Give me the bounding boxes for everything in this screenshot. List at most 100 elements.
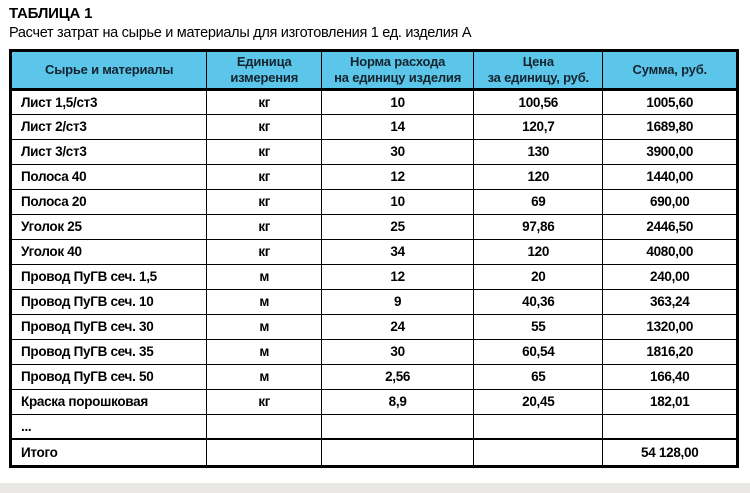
table-cell: 166,40 bbox=[602, 363, 738, 390]
table-cell: 120,7 bbox=[473, 113, 604, 140]
table-cell: м bbox=[206, 313, 323, 340]
table-cell: 12 bbox=[321, 163, 475, 190]
table-cell: Краска порошковая bbox=[9, 388, 208, 415]
table-cell: 55 bbox=[473, 313, 604, 340]
table-cell: 690,00 bbox=[602, 188, 738, 215]
table-cell: 130 bbox=[473, 138, 604, 165]
table-cell: 8,9 bbox=[321, 388, 475, 415]
table-title: ТАБЛИЦА 1 bbox=[9, 5, 93, 22]
total-label: Итого bbox=[9, 438, 208, 467]
table-cell: 30 bbox=[321, 338, 475, 365]
table-cell: 363,24 bbox=[602, 288, 738, 315]
table-cell: 9 bbox=[321, 288, 475, 315]
table-cell: Провод ПуГВ сеч. 1,5 bbox=[9, 263, 208, 290]
table-cell: 40,36 bbox=[473, 288, 604, 315]
table-cell: Лист 3/ст3 bbox=[9, 138, 208, 165]
table-cell: 10 bbox=[321, 188, 475, 215]
table-cell: 14 bbox=[321, 113, 475, 140]
table-cell bbox=[473, 413, 604, 440]
table-cell: Полоса 20 bbox=[9, 188, 208, 215]
table-cell bbox=[206, 413, 323, 440]
table-cell: Уголок 40 bbox=[9, 238, 208, 265]
table-cell: Провод ПуГВ сеч. 10 bbox=[9, 288, 208, 315]
table-cell: Провод ПуГВ сеч. 50 bbox=[9, 363, 208, 390]
table-row: Провод ПуГВ сеч. 50 м 2,56 65 166,40 bbox=[9, 363, 738, 390]
table-cell: 100,56 bbox=[473, 88, 604, 115]
table-cell: м bbox=[206, 338, 323, 365]
table-cell: 20,45 bbox=[473, 388, 604, 415]
table-cell: 12 bbox=[321, 263, 475, 290]
table-cell: 1816,20 bbox=[602, 338, 738, 365]
table-cell: 30 bbox=[321, 138, 475, 165]
total-empty-cell bbox=[321, 438, 475, 467]
table-cell: 182,01 bbox=[602, 388, 738, 415]
table-cell: 24 bbox=[321, 313, 475, 340]
table-cell: м bbox=[206, 263, 323, 290]
document-page: ТАБЛИЦА 1 Расчет затрат на сырье и матер… bbox=[9, 5, 739, 468]
table-cell: 34 bbox=[321, 238, 475, 265]
table-cell: 1320,00 bbox=[602, 313, 738, 340]
table-cell: 2,56 bbox=[321, 363, 475, 390]
table-cell: Полоса 40 bbox=[9, 163, 208, 190]
materials-cost-table: Сырье и материалы Единица измерения Норм… bbox=[9, 49, 739, 468]
table-row: Лист 1,5/ст3 кг 10 100,56 1005,60 bbox=[9, 88, 738, 115]
table-cell: ... bbox=[9, 413, 208, 440]
table-cell: 120 bbox=[473, 238, 604, 265]
table-cell: кг bbox=[206, 163, 323, 190]
total-row: Итого 54 128,00 bbox=[9, 438, 738, 467]
table-cell: 10 bbox=[321, 88, 475, 115]
table-cell: Лист 1,5/ст3 bbox=[9, 88, 208, 115]
column-header-materials: Сырье и материалы bbox=[9, 50, 208, 91]
table-row: Провод ПуГВ сеч. 1,5 м 12 20 240,00 bbox=[9, 263, 738, 290]
table-row: Лист 3/ст3 кг 30 130 3900,00 bbox=[9, 138, 738, 165]
total-empty-cell bbox=[473, 438, 604, 467]
table-row: Уголок 40 кг 34 120 4080,00 bbox=[9, 238, 738, 265]
table-row: Провод ПуГВ сеч. 35 м 30 60,54 1816,20 bbox=[9, 338, 738, 365]
table-row: Лист 2/ст3 кг 14 120,7 1689,80 bbox=[9, 113, 738, 140]
table-cell: кг bbox=[206, 238, 323, 265]
table-cell: 65 bbox=[473, 363, 604, 390]
table-cell: Провод ПуГВ сеч. 30 bbox=[9, 313, 208, 340]
table-cell: кг bbox=[206, 113, 323, 140]
table-row: Уголок 25 кг 25 97,86 2446,50 bbox=[9, 213, 738, 240]
table-cell: кг bbox=[206, 88, 323, 115]
header-row: Сырье и материалы Единица измерения Норм… bbox=[9, 50, 738, 91]
table-cell bbox=[602, 413, 738, 440]
table-cell: Провод ПуГВ сеч. 35 bbox=[9, 338, 208, 365]
table-cell: 25 bbox=[321, 213, 475, 240]
table-cell: м bbox=[206, 363, 323, 390]
table-cell: кг bbox=[206, 388, 323, 415]
table-cell: Лист 2/ст3 bbox=[9, 113, 208, 140]
total-value: 54 128,00 bbox=[602, 438, 738, 467]
table-cell: кг bbox=[206, 213, 323, 240]
table-cell: 97,86 bbox=[473, 213, 604, 240]
table-cell: 1689,80 bbox=[602, 113, 738, 140]
column-header-unit-price: Цена за единицу, руб. bbox=[473, 50, 604, 91]
table-cell: м bbox=[206, 288, 323, 315]
table-row: Провод ПуГВ сеч. 10 м 9 40,36 363,24 bbox=[9, 288, 738, 315]
table-body: Лист 1,5/ст3 кг 10 100,56 1005,60 Лист 2/ст3 к… bbox=[9, 88, 738, 440]
table-cell: кг bbox=[206, 138, 323, 165]
column-header-sum: Сумма, руб. bbox=[602, 50, 738, 91]
table-subtitle: Расчет затрат на сырье и материалы для и… bbox=[9, 25, 472, 41]
column-header-consumption-rate: Норма расхода на единицу изделия bbox=[321, 50, 475, 91]
table-cell: Уголок 25 bbox=[9, 213, 208, 240]
table-cell: 60,54 bbox=[473, 338, 604, 365]
table-cell: 1440,00 bbox=[602, 163, 738, 190]
table-cell: 69 bbox=[473, 188, 604, 215]
table-cell: 4080,00 bbox=[602, 238, 738, 265]
table-cell: 120 bbox=[473, 163, 604, 190]
table-row: Краска порошковая кг 8,9 20,45 182,01 bbox=[9, 388, 738, 415]
table-row: Провод ПуГВ сеч. 30 м 24 55 1320,00 bbox=[9, 313, 738, 340]
table-cell bbox=[321, 413, 475, 440]
table-cell: 240,00 bbox=[602, 263, 738, 290]
table-cell: 2446,50 bbox=[602, 213, 738, 240]
table-row: ... bbox=[9, 413, 738, 440]
table-row: Полоса 40 кг 12 120 1440,00 bbox=[9, 163, 738, 190]
table-cell: 20 bbox=[473, 263, 604, 290]
table-cell: 3900,00 bbox=[602, 138, 738, 165]
table-cell: кг bbox=[206, 188, 323, 215]
table-cell: 1005,60 bbox=[602, 88, 738, 115]
column-header-unit: Единица измерения bbox=[206, 50, 323, 91]
table-row: Полоса 20 кг 10 69 690,00 bbox=[9, 188, 738, 215]
